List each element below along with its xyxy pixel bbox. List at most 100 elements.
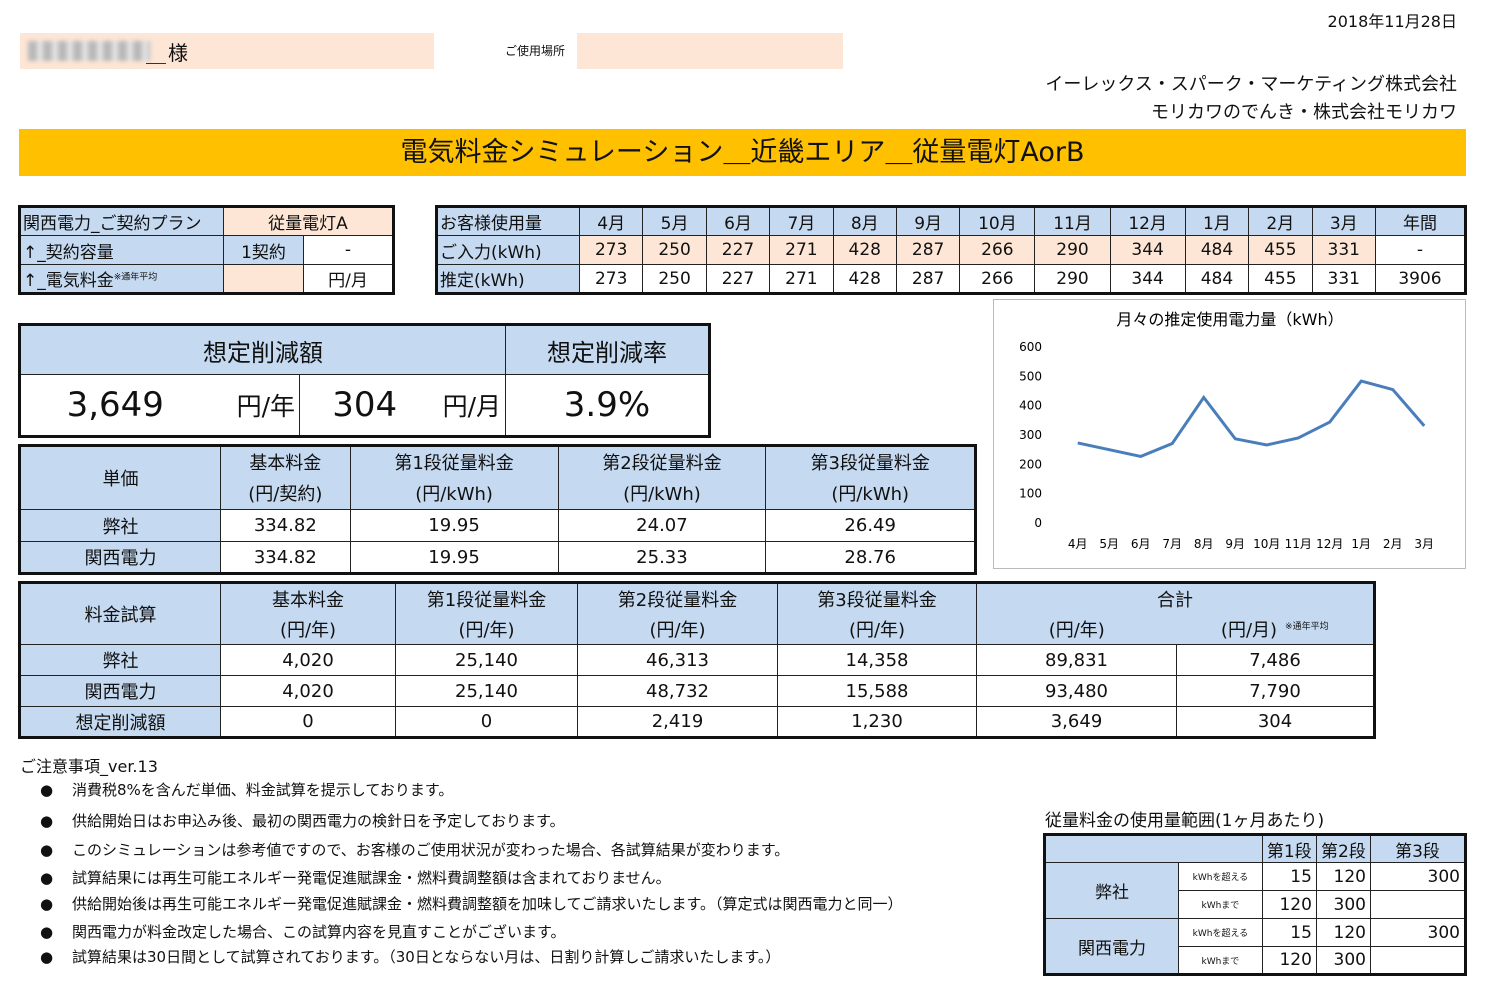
input-cell: 273 <box>578 235 644 265</box>
range-cell: 300 <box>1370 862 1466 891</box>
range-corner <box>1044 834 1263 863</box>
page-title: 電気料金シミュレーション＿近畿エリア＿従量電灯AorB <box>19 129 1466 176</box>
name-underline <box>146 63 166 64</box>
unit-cell: 24.07 <box>557 509 767 542</box>
input-cell: 287 <box>895 235 961 265</box>
month-header: 6月 <box>705 206 771 236</box>
month-header: 1月 <box>1184 206 1250 236</box>
row-label: 弊社 <box>1044 862 1179 919</box>
bullet-icon: ● <box>40 923 54 941</box>
savings-amount-label: 想定削減額 <box>19 324 506 375</box>
unit-col-header: 第1段従量料金 <box>349 445 559 478</box>
unit-col-header: 第3段従量料金 <box>765 445 976 478</box>
input-label: ご入力(kWh) <box>436 235 580 265</box>
note-text: 試算結果は30日間として試算されております。（30日とならない月は、日割り計算し… <box>72 948 781 966</box>
month-header: 2月 <box>1248 206 1313 236</box>
trial-cell: 7,486 <box>1176 644 1375 676</box>
trial-col-unit: (円/年) <box>777 613 977 645</box>
savings-monthly-unit: 円/月 <box>429 374 506 437</box>
honorific: 様 <box>168 41 188 65</box>
month-header: 12月 <box>1109 206 1186 236</box>
month-header: 10月 <box>959 206 1036 236</box>
trial-cell: 25,140 <box>395 644 578 676</box>
chart-x-tick-label: 10月 <box>1253 537 1280 551</box>
trial-col-unit: (円/年) <box>220 613 396 645</box>
customer-name-field: 様 <box>20 33 434 69</box>
range-cell <box>1370 946 1466 975</box>
input-cell: 331 <box>1311 235 1376 265</box>
usage-header-label: お客様使用量 <box>436 206 580 236</box>
trial-col-header: 基本料金 <box>220 582 396 614</box>
unit-cell: 25.33 <box>557 541 767 574</box>
chart-x-tick-label: 8月 <box>1194 537 1214 551</box>
trial-col-header: 第2段従量料金 <box>577 582 778 614</box>
note-text: 試算結果には再生可能エネルギー発電促進賦課金・燃料費調整額は含まれておりません。 <box>72 869 671 887</box>
over-label: kWhを超える <box>1178 918 1263 947</box>
range-cell: 120 <box>1261 946 1317 975</box>
unit-price-table: 単価 基本料金 第1段従量料金 第2段従量料金 第3段従量料金 (円/契約) (… <box>18 444 977 575</box>
chart-x-tick-label: 3月 <box>1414 537 1434 551</box>
trial-col-header: 第3段従量料金 <box>777 582 977 614</box>
chart-x-tick-label: 6月 <box>1131 537 1151 551</box>
unit-cell: 334.82 <box>220 541 351 574</box>
trial-cell: 25,140 <box>395 675 578 707</box>
unit-col-unit: (円/kWh) <box>349 477 559 510</box>
trial-total-note: ※通年平均 <box>1285 621 1329 632</box>
range-cell: 120 <box>1315 862 1372 891</box>
trial-total-unit-month: (円/月) <box>1220 619 1278 641</box>
blurred-customer-name <box>28 41 150 61</box>
contract-table: 関西電力_ご契約プラン 従量電灯A ↑_契約容量 1契約 - ↑_電気料金※通年… <box>18 205 395 295</box>
month-header: 8月 <box>832 206 897 236</box>
trial-cell: 4,020 <box>220 675 396 707</box>
unit-col-header: 基本料金 <box>220 445 351 478</box>
capacity-value: 1契約 <box>223 235 304 265</box>
row-label: 弊社 <box>19 509 221 542</box>
capacity-label: ↑_契約容量 <box>19 235 224 265</box>
bullet-icon: ● <box>40 841 54 859</box>
chart-y-tick-label: 600 <box>1019 340 1042 354</box>
trial-cell: 4,020 <box>220 644 396 676</box>
estimate-cell: 290 <box>1034 264 1111 294</box>
trial-total-unit-year: (円/年) <box>976 613 1177 645</box>
note-item: ● 試算結果には再生可能エネルギー発電促進賦課金・燃料費調整額は含まれておりません… <box>40 867 671 888</box>
estimate-cell: 331 <box>1311 264 1376 294</box>
chart-y-tick-label: 100 <box>1019 487 1042 501</box>
input-cell: 227 <box>705 235 771 265</box>
unit-col-unit: (円/kWh) <box>765 477 976 510</box>
chart-x-tick-label: 11月 <box>1285 537 1312 551</box>
annual-header: 年間 <box>1375 206 1466 236</box>
document-date: 2018年11月28日 <box>1327 12 1457 31</box>
month-header: 5月 <box>642 206 707 236</box>
range-cell: 300 <box>1315 890 1372 919</box>
chart-x-tick-label: 1月 <box>1351 537 1371 551</box>
estimate-annual: 3906 <box>1375 264 1466 294</box>
chart-x-tick-label: 7月 <box>1162 537 1182 551</box>
chart-x-tick-label: 4月 <box>1068 537 1088 551</box>
stage-header: 第2段 <box>1315 834 1372 863</box>
fee-unit: 円/月 <box>303 264 394 294</box>
bullet-icon: ● <box>40 781 54 799</box>
over-label: kWhを超える <box>1178 862 1263 891</box>
input-cell: 271 <box>769 235 834 265</box>
savings-yearly-unit: 円/年 <box>209 374 300 437</box>
fee-trial-table: 料金試算 基本料金 第1段従量料金 第2段従量料金 第3段従量料金 合計 (円/… <box>18 581 1376 739</box>
note-text: 関西電力が料金改定した場合、この試算内容を見直すことがございます。 <box>72 923 566 941</box>
estimate-cell: 273 <box>578 264 644 294</box>
unit-cell: 19.95 <box>349 541 559 574</box>
row-label: 想定削減額 <box>19 706 221 738</box>
trial-cell: 3,649 <box>976 706 1177 738</box>
bullet-icon: ● <box>40 812 54 830</box>
company-line-1: イーレックス・スパーク・マーケティング株式会社 <box>1045 74 1457 95</box>
note-text: 消費税8%を含んだ単価、料金試算を提示しております。 <box>72 781 454 799</box>
capacity-extra: - <box>303 235 394 265</box>
trial-cell: 0 <box>220 706 396 738</box>
savings-table: 想定削減額 想定削減率 3,649 円/年 304 円/月 3.9% <box>18 323 711 438</box>
month-header: 7月 <box>769 206 834 236</box>
range-cell: 120 <box>1315 918 1372 947</box>
input-cell: 266 <box>959 235 1036 265</box>
fee-label-cell: ↑_電気料金※通年平均 <box>19 264 224 294</box>
trial-col-unit: (円/年) <box>577 613 778 645</box>
unit-col-header: 第2段従量料金 <box>557 445 767 478</box>
chart-y-tick-label: 300 <box>1019 428 1042 442</box>
input-annual: - <box>1375 235 1466 265</box>
